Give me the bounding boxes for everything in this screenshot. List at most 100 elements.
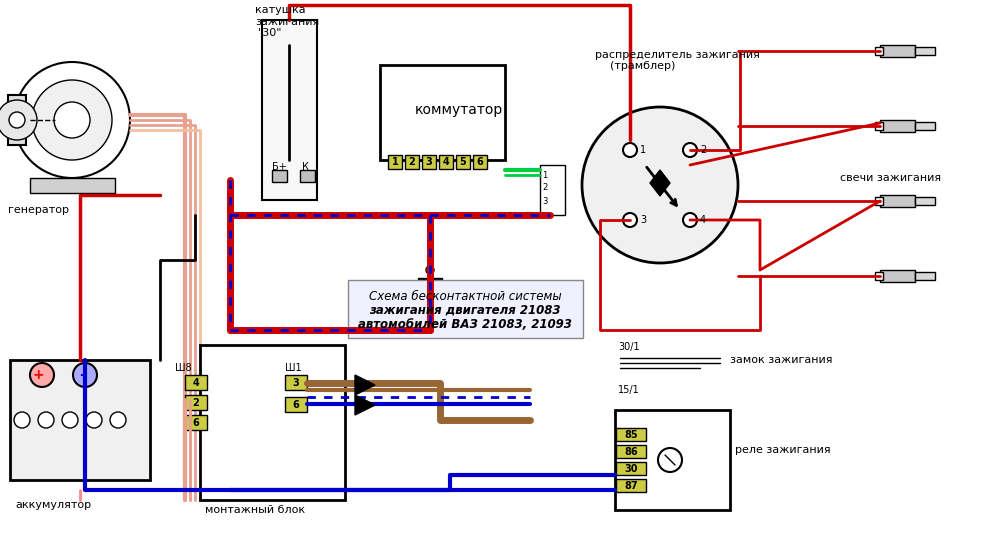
Text: 1: 1 xyxy=(391,157,398,167)
Bar xyxy=(285,397,307,412)
Text: зажигания: зажигания xyxy=(255,17,320,27)
Circle shape xyxy=(14,62,130,178)
Text: Схема бесконтактной системы: Схема бесконтактной системы xyxy=(368,289,561,302)
Text: 3: 3 xyxy=(293,378,299,388)
Polygon shape xyxy=(355,375,375,395)
Text: 2: 2 xyxy=(542,183,547,193)
Circle shape xyxy=(38,412,54,428)
Bar xyxy=(915,272,935,280)
Text: +: + xyxy=(32,368,44,382)
Text: монтажный блок: монтажный блок xyxy=(205,505,305,515)
Circle shape xyxy=(0,100,37,140)
Circle shape xyxy=(54,102,90,138)
Bar xyxy=(616,462,646,475)
Bar xyxy=(540,165,565,215)
Bar xyxy=(439,155,453,169)
Circle shape xyxy=(426,266,434,274)
Bar xyxy=(388,155,402,169)
Circle shape xyxy=(86,412,102,428)
Text: 1: 1 xyxy=(542,170,547,180)
Text: 2: 2 xyxy=(700,145,706,155)
Circle shape xyxy=(30,363,54,387)
Text: -: - xyxy=(78,367,85,383)
Bar xyxy=(880,270,915,282)
Text: 5: 5 xyxy=(460,157,467,167)
Text: 3: 3 xyxy=(426,157,432,167)
Text: 4: 4 xyxy=(193,378,200,388)
Circle shape xyxy=(658,448,682,472)
Circle shape xyxy=(73,363,97,387)
Text: катушка: катушка xyxy=(255,5,306,15)
Circle shape xyxy=(623,143,637,157)
Circle shape xyxy=(110,412,126,428)
Text: 1: 1 xyxy=(640,145,646,155)
Bar xyxy=(875,197,883,205)
Bar xyxy=(422,155,436,169)
Circle shape xyxy=(14,412,30,428)
Text: Б+: Б+ xyxy=(272,162,287,172)
Text: аккумулятор: аккумулятор xyxy=(15,500,91,510)
Text: реле зажигания: реле зажигания xyxy=(735,445,830,455)
Circle shape xyxy=(62,412,78,428)
Bar xyxy=(880,45,915,57)
Bar xyxy=(616,479,646,492)
Text: Ш8: Ш8 xyxy=(175,363,192,373)
Bar xyxy=(185,415,207,430)
Bar xyxy=(405,155,419,169)
Bar xyxy=(880,195,915,207)
Bar xyxy=(473,155,487,169)
Bar xyxy=(875,272,883,280)
Text: Ш1: Ш1 xyxy=(285,363,302,373)
Bar xyxy=(616,445,646,458)
Bar xyxy=(285,375,307,390)
Circle shape xyxy=(9,112,25,128)
Text: коммутатор: коммутатор xyxy=(415,103,503,117)
Bar xyxy=(272,170,287,182)
Text: 6: 6 xyxy=(477,157,484,167)
Text: 15/1: 15/1 xyxy=(618,385,639,395)
Text: 6: 6 xyxy=(293,400,299,410)
Text: 2: 2 xyxy=(193,398,200,408)
Circle shape xyxy=(683,213,697,227)
Bar xyxy=(10,360,150,480)
Text: 85: 85 xyxy=(625,430,638,440)
Text: свечи зажигания: свечи зажигания xyxy=(840,173,941,183)
Bar xyxy=(30,178,115,193)
Text: генератор: генератор xyxy=(8,205,69,215)
Bar xyxy=(185,375,207,390)
Bar xyxy=(915,122,935,130)
Bar xyxy=(8,95,26,145)
Text: замок зажигания: замок зажигания xyxy=(730,355,832,365)
Text: "30": "30" xyxy=(258,28,282,38)
Text: 6: 6 xyxy=(193,418,200,428)
Text: 4: 4 xyxy=(443,157,450,167)
Bar xyxy=(300,170,315,182)
Text: 4: 4 xyxy=(700,215,706,225)
Text: 87: 87 xyxy=(625,481,638,491)
Text: 30: 30 xyxy=(625,464,638,474)
Bar xyxy=(615,410,730,510)
Bar xyxy=(348,280,583,338)
Text: зажигания двигателя 21083: зажигания двигателя 21083 xyxy=(369,304,561,317)
Bar xyxy=(616,428,646,441)
Polygon shape xyxy=(355,395,375,415)
Text: 2: 2 xyxy=(409,157,415,167)
Bar xyxy=(456,155,470,169)
Bar xyxy=(875,47,883,55)
Text: К: К xyxy=(302,162,309,172)
Text: распределитель зажигания: распределитель зажигания xyxy=(595,50,760,60)
Bar xyxy=(185,395,207,410)
Text: автомобилей ВАЗ 21083, 21093: автомобилей ВАЗ 21083, 21093 xyxy=(358,318,572,330)
Text: 3: 3 xyxy=(640,215,646,225)
Bar xyxy=(418,278,442,286)
Text: 3: 3 xyxy=(542,197,547,205)
Bar xyxy=(875,122,883,130)
Bar xyxy=(262,20,317,200)
Circle shape xyxy=(32,80,112,160)
Circle shape xyxy=(623,213,637,227)
Bar xyxy=(915,197,935,205)
Text: 86: 86 xyxy=(625,447,638,457)
Bar xyxy=(200,345,345,500)
Circle shape xyxy=(683,143,697,157)
Bar xyxy=(915,47,935,55)
